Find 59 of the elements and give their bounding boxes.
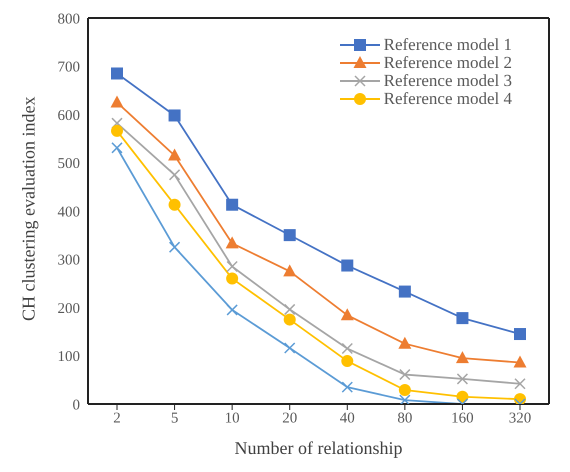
point	[284, 342, 296, 354]
point	[226, 304, 238, 316]
x-tick-label: 80	[397, 410, 412, 427]
x-tick-label: 5	[170, 410, 178, 427]
x-tick-label: 2	[113, 410, 121, 427]
point	[340, 308, 354, 320]
point	[226, 260, 238, 272]
point	[284, 304, 296, 316]
point	[226, 272, 238, 285]
y-tick-label: 400	[58, 204, 80, 220]
point	[168, 148, 182, 161]
point	[168, 198, 181, 211]
point	[341, 260, 354, 272]
point	[111, 117, 123, 129]
point	[168, 109, 181, 122]
y-tick-label: 600	[58, 108, 80, 124]
point	[514, 328, 526, 340]
point	[342, 381, 354, 393]
x-tick-label: 10	[224, 410, 240, 427]
point	[110, 95, 124, 108]
point	[168, 241, 180, 253]
point	[111, 67, 123, 80]
y-tick-label: 300	[58, 252, 80, 269]
point	[226, 198, 238, 211]
point	[399, 394, 411, 404]
point	[284, 314, 296, 326]
point	[399, 368, 411, 380]
y-tick-label: 800	[58, 11, 80, 28]
point	[514, 356, 526, 368]
x-tick-label: 20	[282, 410, 298, 427]
point	[398, 286, 411, 298]
y-tick-label: 200	[58, 300, 80, 317]
y-tick-label: 0	[72, 397, 80, 414]
point	[226, 236, 239, 248]
x-axis-title: Number of relationship	[234, 438, 402, 458]
point	[283, 264, 296, 276]
point	[111, 124, 123, 137]
y-tick-label: 500	[58, 156, 80, 172]
point	[342, 342, 354, 354]
point	[111, 142, 123, 154]
x-tick-label: 320	[508, 410, 532, 427]
legend-label: Reference model 1	[384, 35, 512, 54]
y-tick-label: 700	[58, 60, 80, 76]
point	[398, 384, 411, 396]
y-axis-title: CH clustering evaluation index	[18, 96, 38, 321]
x-tick-label: 40	[340, 410, 355, 427]
legend-label: Reference model 3	[384, 71, 512, 90]
point	[398, 336, 412, 349]
point	[341, 355, 354, 368]
point	[456, 312, 468, 324]
legend-label: Reference model 2	[384, 53, 512, 72]
point	[284, 229, 296, 242]
point	[456, 373, 468, 385]
point	[168, 169, 180, 181]
y-tick-label: 100	[58, 349, 80, 366]
point	[514, 378, 526, 390]
x-tick-label: 160	[451, 410, 474, 427]
legend-label: Reference model 4	[384, 89, 512, 108]
point	[456, 351, 469, 364]
